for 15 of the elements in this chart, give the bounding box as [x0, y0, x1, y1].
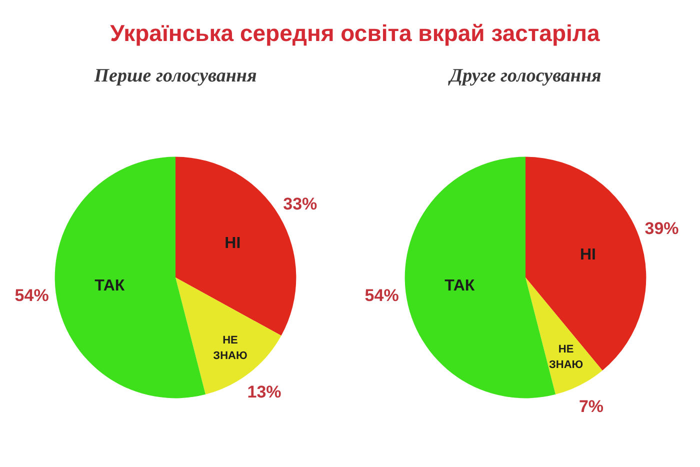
slice-label: НЕ ЗНАЮ — [213, 334, 248, 362]
data-label: 33% — [283, 194, 318, 214]
chart-title: Українська середня освіта вкрай застаріла — [110, 19, 600, 48]
slice-label: НІ — [224, 235, 241, 252]
slice-label: ТАК — [94, 277, 125, 294]
data-label: 54% — [14, 286, 49, 306]
slice-label: НЕ ЗНАЮ — [548, 343, 584, 371]
chart-subtitle: Друге голосування — [448, 66, 602, 86]
chart-subtitle: Перше голосування — [93, 66, 257, 86]
slice-label: ТАК — [444, 277, 475, 294]
data-label: 13% — [247, 382, 282, 402]
data-label: 7% — [578, 397, 604, 416]
slice-label: НІ — [580, 246, 596, 264]
data-label: 39% — [644, 218, 679, 238]
data-label: 54% — [364, 286, 399, 306]
